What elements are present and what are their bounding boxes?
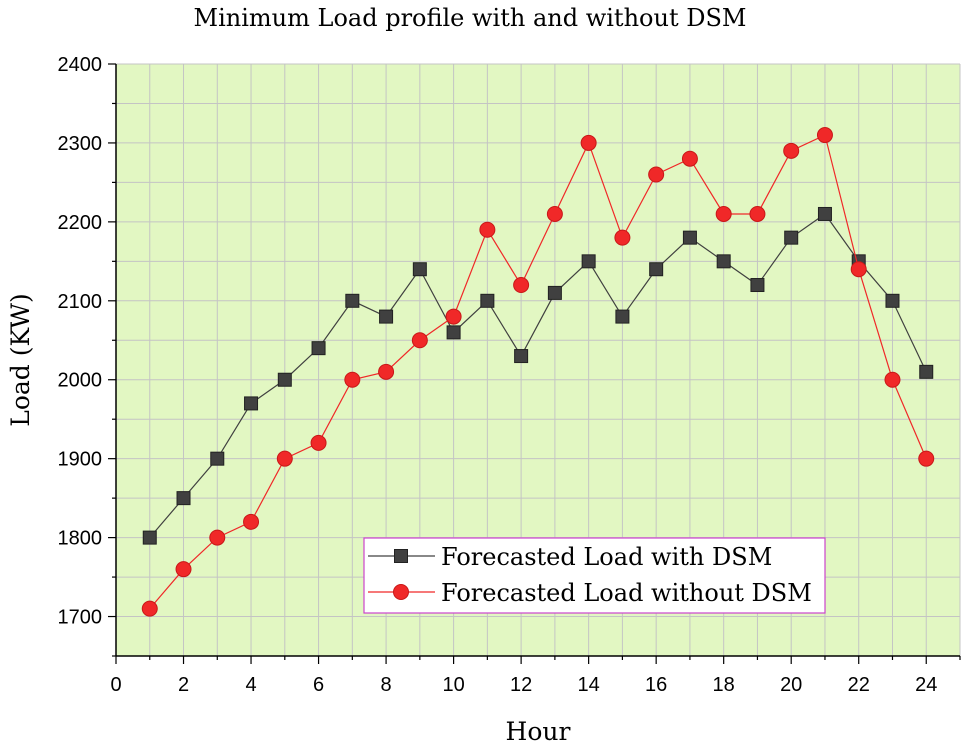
axes: 0 2 4 6 8 10 12 14 16 18 20 22 241700180019002000210… <box>58 54 961 696</box>
x-tick-label: 0 <box>110 674 121 696</box>
data-point-circle <box>209 529 226 546</box>
data-point-circle <box>918 450 935 467</box>
data-point-circle <box>276 450 293 467</box>
data-point-circle <box>715 205 732 222</box>
data-point-square <box>480 293 495 308</box>
series-layer <box>141 127 935 617</box>
data-point-square <box>311 341 326 356</box>
data-point-square <box>394 549 408 563</box>
data-point-circle <box>479 221 496 238</box>
x-tick-label: 6 <box>313 674 324 696</box>
data-point-square <box>412 262 427 277</box>
y-axis-label: Load (KW) <box>6 293 35 427</box>
x-tick-label: 22 <box>848 674 870 696</box>
data-point-square <box>750 278 765 293</box>
y-tick-label: 1900 <box>58 449 103 471</box>
data-point-square <box>210 451 225 466</box>
data-point-square <box>379 309 394 324</box>
data-point-circle <box>816 127 833 144</box>
x-tick-label: 24 <box>915 674 937 696</box>
data-point-circle <box>141 600 158 617</box>
y-tick-label: 1800 <box>58 528 103 550</box>
data-point-circle <box>850 261 867 278</box>
legend: Forecasted Load with DSM Forecasted Load … <box>363 537 826 614</box>
y-tick-label: 2400 <box>58 54 103 76</box>
chart-title: Minimum Load profile with and without DS… <box>194 4 747 32</box>
data-point-circle <box>378 363 395 380</box>
data-point-square <box>176 491 191 506</box>
data-point-circle <box>580 134 597 151</box>
data-point-square <box>817 206 832 221</box>
x-tick-label: 16 <box>645 674 667 696</box>
x-tick-label: 12 <box>510 674 532 696</box>
data-point-circle <box>749 205 766 222</box>
data-point-circle <box>614 229 631 246</box>
y-tick-label: 2300 <box>58 133 103 155</box>
x-tick-label: 10 <box>442 674 464 696</box>
data-point-circle <box>175 561 192 578</box>
data-point-square <box>142 530 157 545</box>
data-point-square <box>547 285 562 300</box>
y-tick-label: 2100 <box>58 291 103 313</box>
data-point-square <box>784 230 799 245</box>
series-2 <box>141 127 935 617</box>
data-point-square <box>682 230 697 245</box>
data-point-square <box>446 325 461 340</box>
data-point-circle <box>783 142 800 159</box>
series-1 <box>142 206 934 545</box>
data-point-circle <box>243 513 260 530</box>
data-point-square <box>581 254 596 269</box>
data-point-square <box>716 254 731 269</box>
x-tick-label: 8 <box>381 674 392 696</box>
data-point-square <box>885 293 900 308</box>
data-point-circle <box>393 584 409 600</box>
data-point-circle <box>513 277 530 294</box>
x-tick-label: 18 <box>713 674 735 696</box>
data-point-square <box>345 293 360 308</box>
data-point-square <box>514 349 529 364</box>
y-tick-label: 2200 <box>58 212 103 234</box>
data-point-circle <box>681 150 698 167</box>
data-point-square <box>919 364 934 379</box>
legend-box <box>363 537 826 614</box>
data-point-circle <box>884 371 901 388</box>
x-tick-label: 2 <box>178 674 189 696</box>
legend-label: Forecasted Load without DSM <box>441 579 812 607</box>
x-tick-label: 4 <box>245 674 256 696</box>
data-point-square <box>277 372 292 387</box>
data-point-circle <box>310 434 327 451</box>
x-axis-label: Hour <box>506 717 571 746</box>
data-point-circle <box>344 371 361 388</box>
x-tick-label: 14 <box>578 674 600 696</box>
data-point-square <box>244 396 259 411</box>
data-point-circle <box>648 166 665 183</box>
data-point-square <box>615 309 630 324</box>
y-tick-label: 2000 <box>58 370 103 392</box>
data-point-square <box>649 262 664 277</box>
data-point-circle <box>445 308 462 325</box>
legend-label: Forecasted Load with DSM <box>441 543 772 571</box>
y-tick-label: 1700 <box>58 607 103 629</box>
data-point-circle <box>546 205 563 222</box>
x-tick-label: 20 <box>780 674 802 696</box>
data-point-circle <box>411 332 428 349</box>
